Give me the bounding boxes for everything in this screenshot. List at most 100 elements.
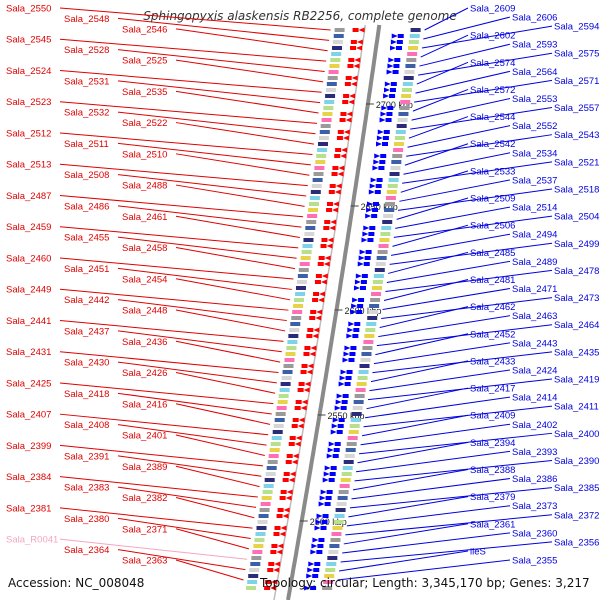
cog-color-block [338, 490, 349, 494]
cog-color-block [371, 286, 382, 290]
label-leader-line [59, 538, 248, 560]
reverse-gene-arrow [319, 495, 326, 501]
label-leader-line [389, 242, 553, 265]
cog-color-block [394, 142, 405, 146]
forward-gene-block [313, 292, 320, 296]
cog-color-block [285, 352, 296, 356]
cog-color-block [382, 220, 393, 224]
reverse-gene-block [361, 274, 368, 278]
forward-gene-block [350, 40, 357, 44]
cog-color-block [290, 322, 301, 326]
cog-color-block [334, 28, 345, 32]
forward-gene-block [352, 28, 359, 32]
right-gene-label: Sala_2521 [554, 157, 599, 168]
left-gene-label: Sala_2363 [122, 556, 167, 567]
left-gene-label: Sala_2460 [6, 253, 51, 264]
forward-gene-block [274, 526, 281, 530]
cog-color-block [376, 256, 387, 260]
forward-gene-block [307, 328, 314, 332]
reverse-gene-arrow [362, 231, 369, 237]
label-leader-line [117, 486, 257, 508]
reverse-gene-block [341, 400, 348, 404]
forward-gene-block [310, 310, 317, 314]
cog-color-block [298, 268, 309, 272]
label-leader-line [59, 132, 313, 156]
tick-labels: 2700 kbp 2650 kbp 2600 kbp 2550 kbp 2500 kbp [299, 100, 413, 527]
forward-gene-block [326, 208, 333, 212]
label-leader-line [175, 309, 286, 332]
forward-gene-block [323, 226, 330, 230]
left-gene-label: Sala_2513 [6, 160, 51, 171]
cog-color-block [391, 160, 402, 164]
forward-gene-arrow [309, 351, 316, 357]
cog-color-block [343, 460, 354, 464]
cog-color-block [291, 316, 302, 320]
right-gene-label: Sala_2504 [554, 212, 599, 223]
reverse-gene-block [334, 442, 341, 446]
label-leader-line [357, 441, 469, 464]
reverse-gene-arrow [377, 129, 384, 135]
label-leader-line [59, 226, 299, 249]
reverse-gene-block [352, 334, 359, 338]
cog-color-block [322, 586, 333, 590]
cog-color-block [293, 304, 304, 308]
reverse-gene-arrow [366, 201, 373, 207]
right-gene-label: Sala_2557 [554, 103, 599, 114]
right-gene-label: Sala_2463 [512, 311, 557, 322]
left-gene-label: Sala_2545 [6, 35, 51, 46]
label-leader-line [402, 161, 553, 184]
cog-color-block [370, 298, 381, 302]
left-gene-label: Sala_2418 [64, 389, 109, 400]
reverse-gene-arrow [334, 405, 341, 411]
right-gene-label: Sala_2400 [554, 429, 599, 440]
label-leader-line [403, 152, 511, 175]
right-gene-label: Sala_2379 [470, 492, 515, 503]
left-gene-label: Sala_2399 [6, 441, 51, 452]
cog-color-block [389, 172, 400, 176]
cog-color-block [303, 238, 314, 242]
forward-gene-block [340, 112, 347, 116]
tick-label: 2700 kbp [376, 100, 413, 110]
left-gene-label: Sala_2431 [6, 347, 51, 358]
right-gene-label: Sala_2373 [512, 501, 557, 512]
reverse-gene-block [345, 376, 352, 380]
reverse-gene-block [365, 250, 372, 254]
reverse-gene-block [337, 424, 344, 428]
forward-gene-block [286, 454, 293, 458]
forward-gene-arrow [273, 567, 280, 573]
reverse-gene-block [394, 58, 401, 62]
forward-gene-arrow [323, 261, 330, 267]
left-gene-label: Sala_2451 [64, 264, 109, 275]
label-leader-line [59, 444, 264, 467]
forward-gene-arrow [356, 45, 363, 51]
reverse-gene-arrow [365, 213, 372, 219]
map-title: Sphingopyxis alaskensis RB2256, complete… [143, 9, 457, 23]
cog-color-block [334, 514, 345, 518]
cog-color-block [248, 574, 259, 578]
reverse-gene-arrow [355, 273, 362, 279]
left-gene-label: Sala_2441 [6, 316, 51, 327]
forward-gene-arrow [319, 291, 326, 297]
cog-color-block [337, 496, 348, 500]
cog-color-block [362, 346, 373, 350]
left-gene-label: Sala_2389 [122, 462, 167, 473]
right-gene-label: Sala_2360 [512, 528, 557, 539]
label-leader-line [59, 163, 308, 187]
left-gene-label: Sala_2391 [64, 451, 109, 462]
forward-gene-arrow [292, 453, 299, 459]
label-leader-line [393, 215, 553, 238]
reverse-gene-block [390, 82, 397, 86]
label-leader-line [378, 315, 511, 338]
cog-color-block [272, 430, 283, 434]
reverse-gene-block [353, 328, 360, 332]
label-leader-line [395, 206, 511, 229]
label-leader-line [175, 465, 260, 488]
label-leader-line [59, 38, 327, 62]
left-gene-label: Sala_2436 [122, 337, 167, 348]
cog-color-block [403, 76, 414, 80]
forward-gene-arrow [338, 165, 345, 171]
forward-gene-block [276, 514, 283, 518]
left-gene-label: Sala_2525 [122, 56, 167, 67]
label-leader-line [175, 28, 328, 52]
forward-gene-block [267, 568, 274, 572]
